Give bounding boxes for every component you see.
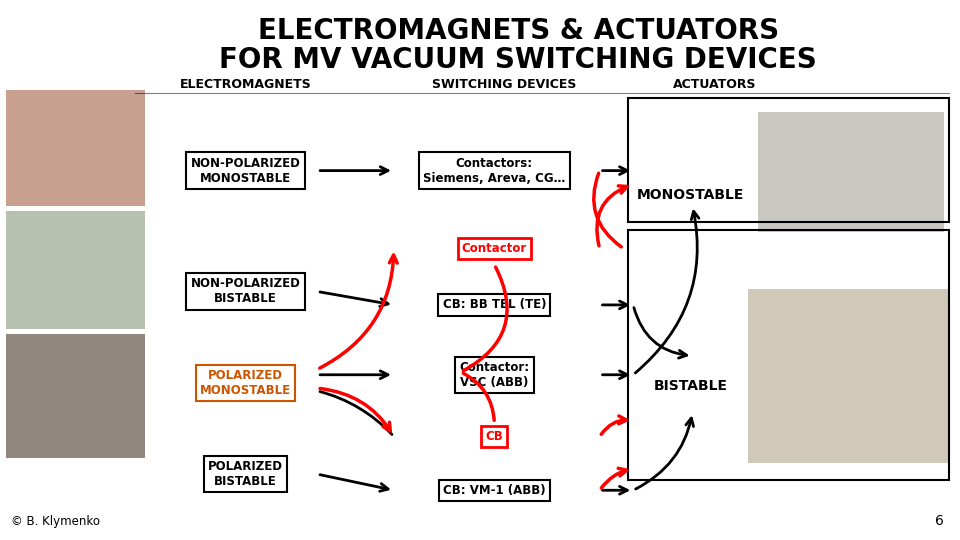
FancyBboxPatch shape xyxy=(757,112,945,232)
Text: Contactor:
VSC (ABB): Contactor: VSC (ABB) xyxy=(459,361,529,389)
Text: Contactor: Contactor xyxy=(462,242,527,255)
Text: POLARIZED
MONOSTABLE: POLARIZED MONOSTABLE xyxy=(200,369,291,397)
Text: CB: VM-1 (ABB): CB: VM-1 (ABB) xyxy=(444,484,545,497)
Text: ELECTROMAGNETS & ACTUATORS: ELECTROMAGNETS & ACTUATORS xyxy=(257,17,779,45)
FancyBboxPatch shape xyxy=(6,90,145,206)
Text: Contactors:
Siemens, Areva, CG…: Contactors: Siemens, Areva, CG… xyxy=(423,157,565,185)
Text: NON-POLARIZED
MONOSTABLE: NON-POLARIZED MONOSTABLE xyxy=(190,157,300,185)
Text: ELECTROMAGNETS: ELECTROMAGNETS xyxy=(180,78,311,91)
Text: 6: 6 xyxy=(935,514,945,528)
Text: © B. Klymenko: © B. Klymenko xyxy=(11,515,100,528)
FancyBboxPatch shape xyxy=(6,211,145,329)
Text: ACTUATORS: ACTUATORS xyxy=(673,78,756,91)
Text: POLARIZED
BISTABLE: POLARIZED BISTABLE xyxy=(208,460,283,488)
Text: NON-POLARIZED
BISTABLE: NON-POLARIZED BISTABLE xyxy=(190,278,300,306)
FancyBboxPatch shape xyxy=(748,289,949,463)
Text: BISTABLE: BISTABLE xyxy=(654,379,728,393)
Text: CB: BB TEL (TE): CB: BB TEL (TE) xyxy=(443,299,546,312)
Text: SWITCHING DEVICES: SWITCHING DEVICES xyxy=(432,78,576,91)
FancyBboxPatch shape xyxy=(6,334,145,458)
Text: MONOSTABLE: MONOSTABLE xyxy=(636,188,744,202)
Text: CB: CB xyxy=(486,430,503,443)
Text: FOR MV VACUUM SWITCHING DEVICES: FOR MV VACUUM SWITCHING DEVICES xyxy=(220,46,817,75)
